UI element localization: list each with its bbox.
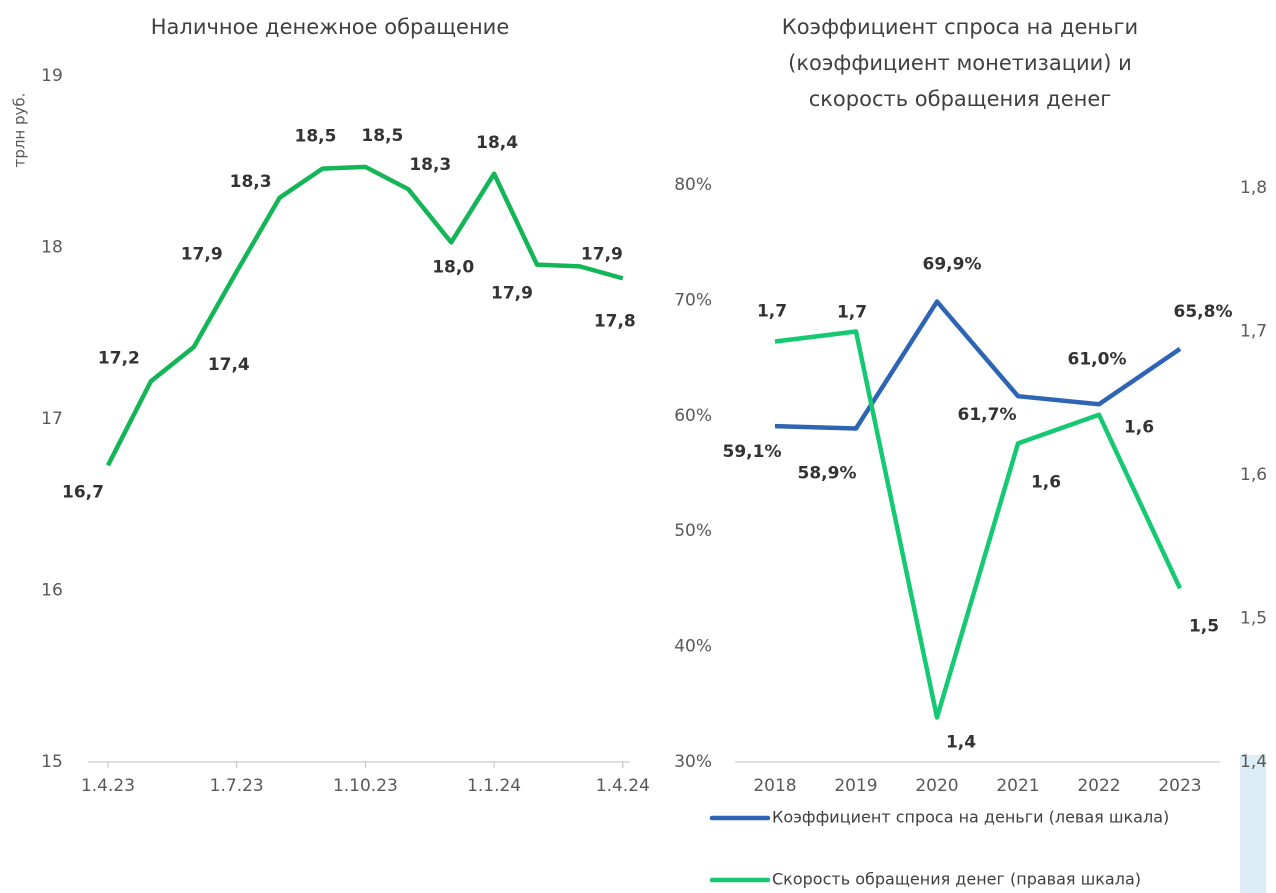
chart-title: Коэффициент спроса на деньги — [782, 15, 1138, 39]
data-label: 18,4 — [476, 133, 518, 153]
y2-tick-label: 1,5 — [1240, 609, 1267, 629]
data-label: 17,9 — [491, 284, 533, 304]
data-label: 61,7% — [958, 405, 1017, 425]
y-tick-label: 17 — [41, 409, 63, 429]
data-label: 17,9 — [581, 244, 623, 264]
chart-title: скорость обращения денег — [809, 87, 1112, 111]
x-tick-label: 1.4.24 — [596, 776, 650, 796]
data-label: 16,7 — [62, 482, 104, 502]
x-tick-label: 1.1.24 — [467, 776, 521, 796]
data-label: 18,5 — [295, 127, 337, 147]
y2-tick-label: 1,6 — [1240, 465, 1267, 485]
data-label: 1,5 — [1189, 616, 1219, 636]
y-tick-label: 30% — [674, 752, 712, 772]
x-tick-label: 1.10.23 — [333, 776, 398, 796]
data-label: 65,8% — [1174, 302, 1233, 322]
legend-label: Скорость обращения денег (правая шкала) — [772, 870, 1141, 889]
data-label: 17,2 — [98, 348, 140, 368]
line — [774, 299, 1182, 431]
y-tick-label: 40% — [674, 637, 712, 657]
chart-title: (коэффициент монетизации) и — [788, 51, 1132, 75]
y2-tick-label: 1,7 — [1240, 322, 1267, 342]
line — [105, 164, 624, 467]
y2-tick-label: 1,4 — [1240, 752, 1267, 772]
data-label: 17,9 — [181, 245, 223, 265]
line — [774, 329, 1183, 720]
data-label: 1,7 — [837, 303, 867, 323]
data-label: 18,3 — [409, 155, 451, 175]
y-tick-label: 80% — [674, 175, 712, 195]
data-label: 1,6 — [1031, 472, 1061, 492]
data-label: 1,4 — [946, 733, 976, 753]
y-tick-label: 70% — [674, 290, 712, 310]
chart-title: Наличное денежное обращение — [151, 15, 510, 39]
y2-tick-label: 1,8 — [1240, 178, 1267, 198]
data-label: 59,1% — [723, 442, 782, 462]
data-label: 18,3 — [230, 172, 272, 192]
y-axis-label: трлн руб. — [11, 93, 29, 168]
y-tick-label: 19 — [41, 66, 63, 86]
data-label: 1,6 — [1124, 418, 1154, 438]
data-label: 69,9% — [923, 255, 982, 275]
y-tick-label: 16 — [41, 581, 63, 601]
x-tick-label: 2020 — [915, 776, 958, 796]
y-tick-label: 18 — [41, 238, 63, 258]
data-label: 18,5 — [361, 126, 403, 146]
data-label: 18,0 — [432, 257, 474, 277]
decor — [1240, 755, 1266, 893]
x-tick-label: 2018 — [753, 776, 796, 796]
y-tick-label: 50% — [674, 521, 712, 541]
data-label: 1,7 — [757, 302, 787, 322]
data-label: 17,8 — [594, 311, 636, 331]
x-tick-label: 2022 — [1077, 776, 1120, 796]
x-tick-label: 2019 — [834, 776, 877, 796]
x-tick-label: 1.4.23 — [81, 776, 135, 796]
y-tick-label: 60% — [674, 406, 712, 426]
data-label: 61,0% — [1068, 349, 1127, 369]
legend-label: Коэффициент спроса на деньги (левая шкал… — [772, 808, 1169, 827]
x-tick-label: 2021 — [996, 776, 1039, 796]
y-tick-label: 15 — [41, 752, 63, 772]
x-tick-label: 2023 — [1158, 776, 1201, 796]
data-label: 17,4 — [208, 355, 250, 375]
data-label: 58,9% — [798, 463, 857, 483]
x-tick-label: 1.7.23 — [210, 776, 264, 796]
